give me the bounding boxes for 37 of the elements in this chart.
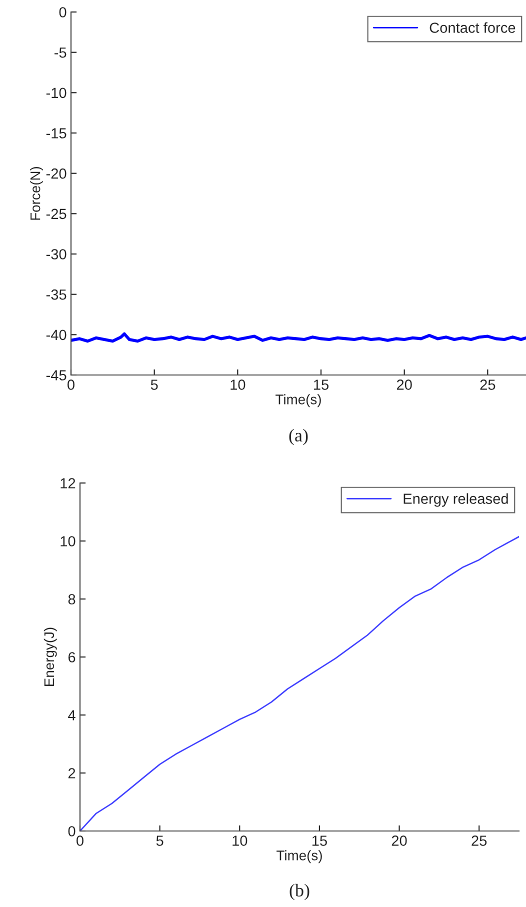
- x-axis-title: Time(s): [276, 394, 321, 408]
- y-tick-label: 12: [60, 478, 76, 488]
- x-tick-label: 15: [314, 380, 328, 390]
- y-tick-label: 2: [68, 768, 76, 778]
- text: (a): [289, 428, 308, 446]
- y-tick-label: 10: [60, 536, 76, 546]
- y-tick-label: 4: [68, 710, 76, 720]
- y-axis-title: Force(N): [30, 166, 43, 220]
- x-tick-label: 25: [480, 380, 496, 390]
- line-series: [71, 332, 526, 343]
- y-tick-label: -35: [46, 289, 66, 300]
- legend-label: Contact force: [430, 22, 516, 33]
- y-tick-label: 8: [68, 594, 76, 604]
- y-tick-label: -5: [54, 48, 66, 58]
- y-tick-label: -10: [46, 88, 66, 98]
- y-tick-label: -20: [46, 168, 66, 179]
- y-tick-label: 0: [59, 7, 66, 18]
- y-tick-label: 6: [68, 652, 76, 662]
- y-tick-label: 0: [68, 826, 76, 836]
- y-tick-label: -40: [46, 330, 66, 340]
- x-tick-label: 5: [156, 836, 164, 846]
- x-tick-label: 10: [230, 380, 246, 390]
- x-tick-label: 10: [232, 836, 248, 846]
- x-tick-label: 20: [396, 380, 412, 390]
- y-tick-label: -15: [46, 128, 66, 138]
- text: (b): [290, 884, 310, 900]
- y-tick-label: -30: [46, 249, 66, 260]
- x-tick-label: 15: [312, 836, 327, 846]
- x-tick-label: 25: [472, 836, 487, 846]
- x-tick-label: 5: [150, 380, 158, 390]
- y-tick-label: -25: [46, 208, 66, 220]
- x-tick-label: 20: [392, 836, 407, 846]
- x-axis-title: Time(s): [276, 850, 322, 864]
- y-tick-label: -45: [46, 370, 66, 380]
- y-axis-title: Energy(J): [44, 628, 57, 686]
- legend-label: Energy released: [404, 493, 508, 507]
- x-tick-label: 0: [76, 836, 84, 846]
